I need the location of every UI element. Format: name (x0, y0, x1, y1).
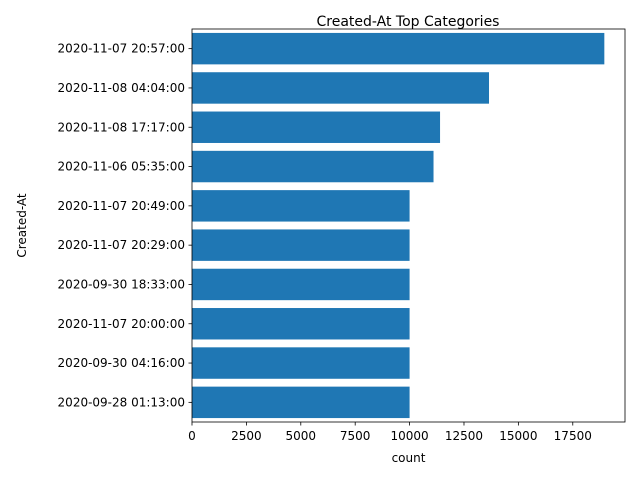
x-tick-label-6: 15000 (499, 429, 537, 443)
bar-1 (192, 72, 490, 104)
x-axis-label: count (392, 451, 426, 465)
bar-6 (192, 268, 410, 301)
y-tick-label-0: 2020-11-07 20:57:00 (58, 42, 185, 56)
y-tick-label-1: 2020-11-08 04:04:00 (58, 81, 185, 95)
y-tick-label-4: 2020-11-07 20:49:00 (58, 199, 185, 213)
x-tick-label-7: 17500 (554, 429, 592, 443)
y-tick-label-9: 2020-09-28 01:13:00 (58, 395, 185, 409)
y-tick-label-8: 2020-09-30 04:16:00 (58, 356, 185, 370)
x-tick-label-2: 5000 (286, 429, 317, 443)
y-axis-ticks: 2020-11-07 20:57:00 2020-11-08 04:04:00 20… (58, 42, 192, 409)
x-axis-ticks: 0 2500 5000 7500 10000 12500 15000 17500 (188, 422, 592, 443)
y-tick-label-7: 2020-11-07 20:00:00 (58, 317, 185, 331)
bar-5 (192, 229, 410, 261)
x-tick-label-0: 0 (188, 429, 196, 443)
bars-group (192, 32, 605, 419)
plot-frame (191, 28, 626, 423)
x-tick-label-1: 2500 (231, 429, 262, 443)
x-tick-label-3: 7500 (340, 429, 371, 443)
bar-3 (192, 150, 434, 183)
bar-0 (192, 32, 605, 65)
chart-title: Created-At Top Categories (317, 14, 500, 30)
bar-4 (192, 190, 410, 222)
x-tick-label-4: 10000 (390, 429, 428, 443)
x-tick-label-5: 12500 (445, 429, 483, 443)
bar-7 (192, 308, 410, 340)
bar-2 (192, 111, 441, 143)
y-tick-label-5: 2020-11-07 20:29:00 (58, 238, 185, 252)
y-axis-label: Created-At (15, 193, 29, 258)
y-tick-label-6: 2020-09-30 18:33:00 (58, 277, 185, 291)
y-tick-label-3: 2020-11-06 05:35:00 (58, 160, 185, 174)
bar-9 (192, 386, 410, 419)
y-tick-label-2: 2020-11-08 17:17:00 (58, 120, 185, 134)
bar-8 (192, 347, 410, 379)
